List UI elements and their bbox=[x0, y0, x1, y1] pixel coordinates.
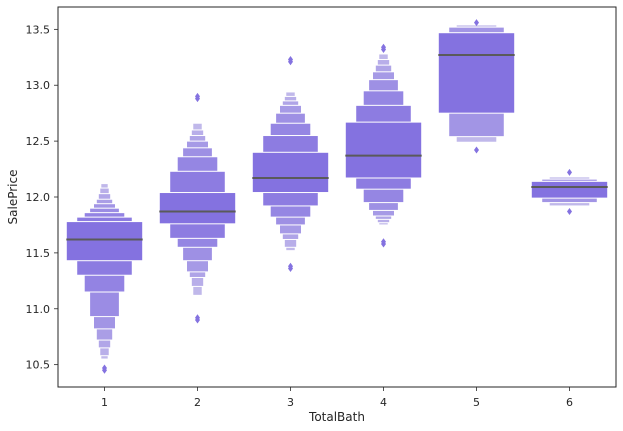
outlier-point bbox=[567, 168, 572, 176]
y-tick-label: 11.0 bbox=[26, 303, 51, 316]
outlier-point bbox=[474, 146, 479, 154]
y-tick-label: 12.0 bbox=[26, 191, 51, 204]
y-tick-label: 13.5 bbox=[26, 23, 51, 36]
outlier-point bbox=[288, 56, 293, 64]
outlier-point bbox=[381, 238, 386, 246]
y-tick-label: 12.5 bbox=[26, 135, 51, 148]
x-tick-label: 3 bbox=[287, 396, 294, 409]
boxes-layer bbox=[65, 19, 609, 374]
y-axis-label: SalePrice bbox=[6, 170, 20, 225]
outlier-point bbox=[474, 19, 479, 27]
boxen-box bbox=[251, 151, 330, 194]
x-tick-label: 6 bbox=[566, 396, 573, 409]
outlier-point bbox=[288, 265, 293, 273]
boxen-box bbox=[530, 180, 609, 199]
boxen-group bbox=[530, 168, 609, 216]
ticks-layer: 10.5 11.0 11.5 12.0 12.5 13.0 13.5 1 2 3 4 5 6 bbox=[26, 23, 574, 409]
outlier-point bbox=[567, 208, 572, 216]
y-tick-label: 10.5 bbox=[26, 359, 51, 372]
plot-frame bbox=[57, 6, 617, 388]
boxen-group bbox=[65, 183, 144, 374]
outlier-point bbox=[195, 316, 200, 324]
x-tick-label: 4 bbox=[380, 396, 387, 409]
boxen-group bbox=[437, 19, 516, 154]
boxen-box bbox=[437, 32, 516, 114]
boxen-group bbox=[158, 92, 237, 324]
y-tick-label: 13.0 bbox=[26, 79, 51, 92]
boxen-group bbox=[251, 56, 330, 273]
y-tick-label: 11.5 bbox=[26, 247, 51, 260]
boxen-box bbox=[344, 121, 423, 179]
outlier-point bbox=[195, 92, 200, 100]
boxen-group bbox=[344, 43, 423, 248]
outlier-point bbox=[102, 366, 107, 374]
x-axis-label: TotalBath bbox=[308, 410, 365, 424]
x-tick-label: 1 bbox=[101, 396, 108, 409]
boxen-box bbox=[65, 221, 144, 262]
boxen-box bbox=[158, 192, 237, 225]
x-tick-label: 2 bbox=[194, 396, 201, 409]
outlier-point bbox=[381, 43, 386, 51]
x-tick-label: 5 bbox=[473, 396, 480, 409]
